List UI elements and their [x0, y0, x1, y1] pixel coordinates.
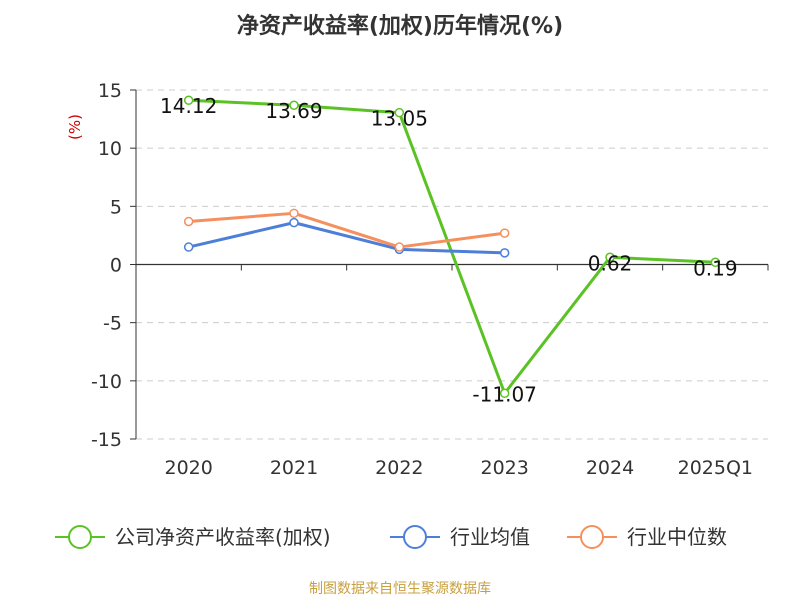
x-tick-label: 2021 [270, 457, 318, 479]
x-tick-label: 2020 [164, 457, 212, 479]
series-line [188, 221, 505, 255]
data-label: 13.69 [265, 99, 322, 123]
legend-swatch-marker [403, 525, 427, 549]
data-label: 0.62 [588, 251, 633, 275]
data-point [499, 248, 510, 258]
axes: 15 10 5 0 -5 -10 -15 2020 2021 2022 2023 2024 2025Q1… [66, 80, 769, 479]
chart-title: 净资产收益率(加权)历年情况(%) [236, 14, 564, 39]
x-tick-label: 2022 [375, 457, 423, 479]
legend-item: 行业中位数 [567, 525, 727, 549]
source-note: 制图数据来自恒生聚源数据库 [309, 581, 491, 597]
legend-label: 公司净资产收益率(加权) [115, 525, 331, 549]
y-tick-label: 15 [98, 80, 122, 102]
x-tick-label: 2023 [480, 457, 528, 479]
data-point [183, 95, 194, 105]
data-point [289, 217, 299, 228]
x-tick-label: 2024 [586, 457, 634, 479]
y-tick-label: 10 [98, 138, 122, 160]
data-point [499, 228, 510, 238]
legend-swatch-marker [68, 525, 92, 549]
y-tick-label: -5 [103, 313, 122, 335]
data-point [394, 242, 405, 252]
series-lines [183, 95, 721, 399]
y-tick-label: 5 [110, 196, 122, 218]
data-point [183, 216, 194, 227]
legend-label: 行业均值 [450, 525, 530, 549]
series-line [188, 98, 716, 395]
data-point [183, 242, 194, 252]
y-tick-label: -10 [91, 371, 122, 393]
data-point [394, 107, 405, 118]
legend-swatch-marker [580, 525, 604, 549]
legend-label: 行业中位数 [627, 525, 727, 549]
data-point [289, 208, 299, 219]
series-line [188, 211, 505, 249]
data-point [605, 252, 615, 263]
data-point [710, 257, 721, 268]
data-label: 14.12 [160, 94, 217, 118]
data-point [289, 100, 299, 110]
y-unit-label: (%) [66, 114, 84, 140]
y-tick-label: 0 [110, 255, 122, 277]
legend-item: 行业均值 [390, 525, 530, 549]
data-label: 13.05 [371, 107, 428, 131]
x-tick-label: 2025Q1 [678, 457, 753, 479]
data-label: 0.19 [693, 256, 738, 280]
data-point [499, 388, 510, 399]
legend-item: 公司净资产收益率(加权) [55, 525, 331, 549]
legend: 公司净资产收益率(加权) 行业均值 行业中位数 [55, 525, 727, 549]
y-tick-label: -15 [91, 429, 122, 451]
data-labels: 14.12 13.69 13.05 -11.07 0.62 0.19 [160, 94, 738, 406]
data-label: -11.07 [472, 382, 536, 406]
